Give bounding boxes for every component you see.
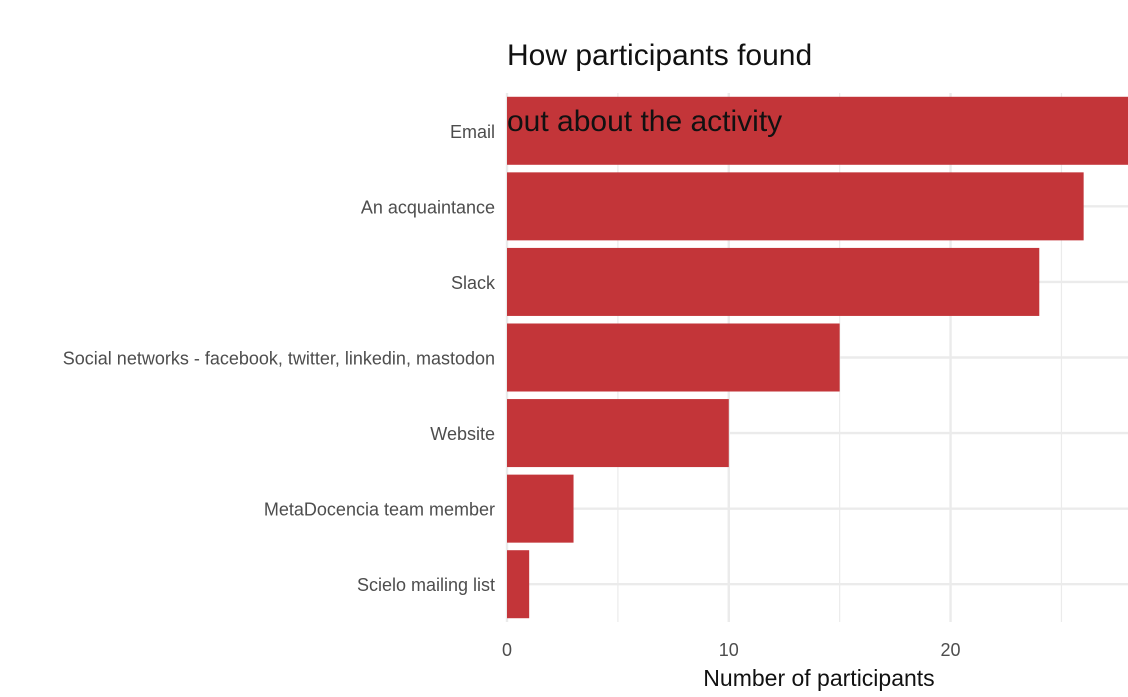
category-label: Scielo mailing list	[357, 575, 495, 595]
bars	[507, 96, 1128, 619]
bar	[507, 323, 840, 392]
bar	[507, 550, 530, 619]
bar	[507, 399, 729, 468]
bar	[507, 247, 1040, 316]
category-label: MetaDocencia team member	[264, 500, 495, 520]
bar	[507, 474, 574, 543]
category-labels: Email An acquaintance Slack Social networks…	[63, 122, 496, 595]
x-tick-label: 20	[941, 640, 961, 660]
x-tick-label: 0	[502, 640, 512, 660]
category-label: Social networks - facebook, twitter, lin…	[63, 349, 495, 369]
x-axis-title: Number of participants	[703, 665, 934, 691]
bar	[507, 172, 1084, 241]
category-label: Slack	[451, 273, 496, 293]
category-label: An acquaintance	[361, 197, 495, 217]
chart-title: How participants found out about the act…	[507, 6, 1107, 171]
category-label: Website	[430, 424, 495, 444]
x-tick-label: 10	[719, 640, 739, 660]
bar	[507, 96, 1128, 165]
category-label: Email	[450, 122, 495, 142]
x-tick-labels: 0 10 20	[502, 640, 961, 660]
chart-title-line-2: out about the activity	[507, 105, 783, 138]
chart-title-line-1: How participants found	[507, 39, 813, 72]
